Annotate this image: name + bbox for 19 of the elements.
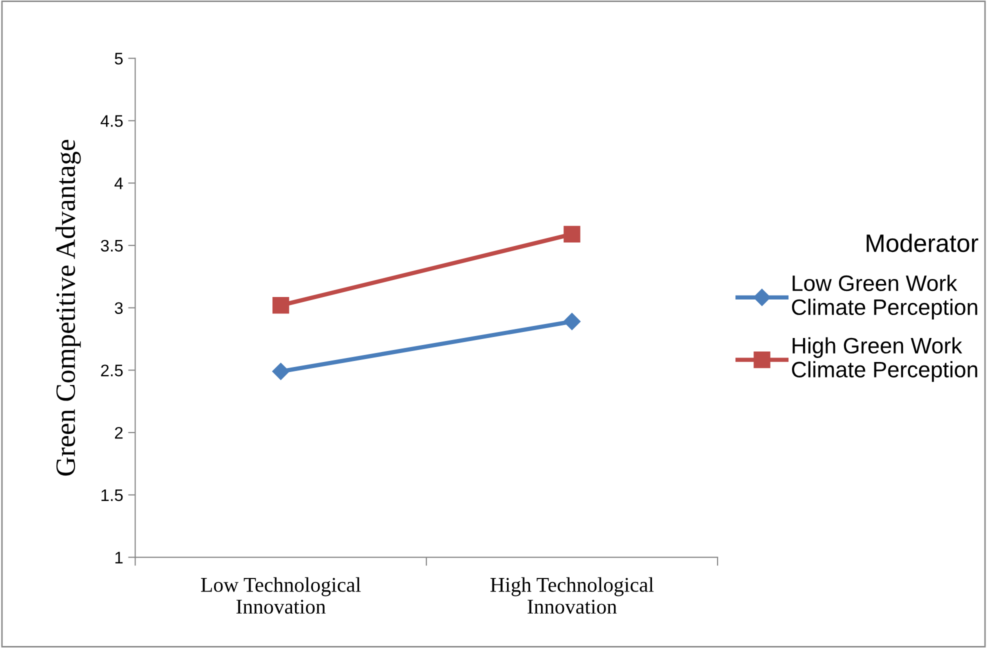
point: [272, 362, 290, 380]
y-axis-title: Green Competitive Advantage: [56, 140, 81, 476]
point: [564, 226, 580, 243]
y-tick-label: 1.5: [102, 489, 123, 502]
point: [272, 296, 290, 314]
y-tick-label: 5: [114, 52, 123, 65]
legend-label: Low Green Work Climate Perception: [792, 274, 978, 320]
legend-label: High Green Work Climate Perception: [792, 337, 978, 382]
y-tick-label: 1: [115, 552, 123, 564]
x-tick-label: Low Technological Innovation: [201, 577, 361, 614]
y-tick-label: 4: [114, 178, 123, 190]
y-tick-label: 2: [114, 426, 123, 439]
point: [563, 312, 581, 330]
y-tick-label: 4.5: [100, 115, 123, 127]
y-tick-label: 2.5: [101, 364, 123, 376]
y-tick-label: 3: [114, 302, 123, 314]
legend-title: Moderator: [866, 234, 978, 252]
y-tick-label: 3.5: [100, 240, 123, 252]
x-tick-label: High Technological Innovation: [490, 577, 654, 614]
